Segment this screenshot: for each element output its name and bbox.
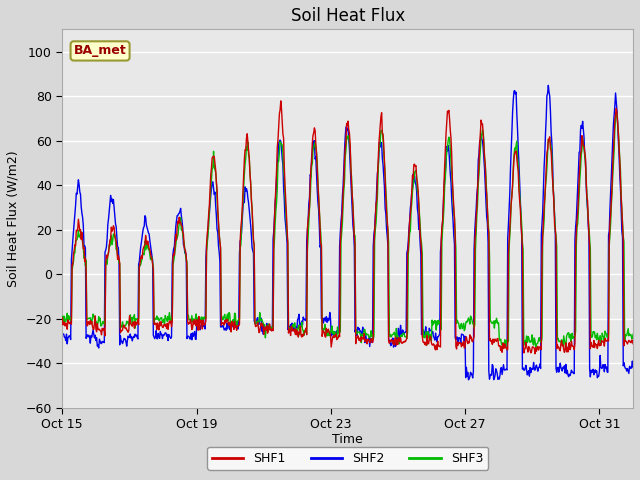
Legend: SHF1, SHF2, SHF3: SHF1, SHF2, SHF3	[207, 447, 488, 470]
Title: Soil Heat Flux: Soil Heat Flux	[291, 7, 404, 25]
X-axis label: Time: Time	[332, 433, 363, 446]
Text: BA_met: BA_met	[74, 45, 127, 58]
Y-axis label: Soil Heat Flux (W/m2): Soil Heat Flux (W/m2)	[7, 150, 20, 287]
